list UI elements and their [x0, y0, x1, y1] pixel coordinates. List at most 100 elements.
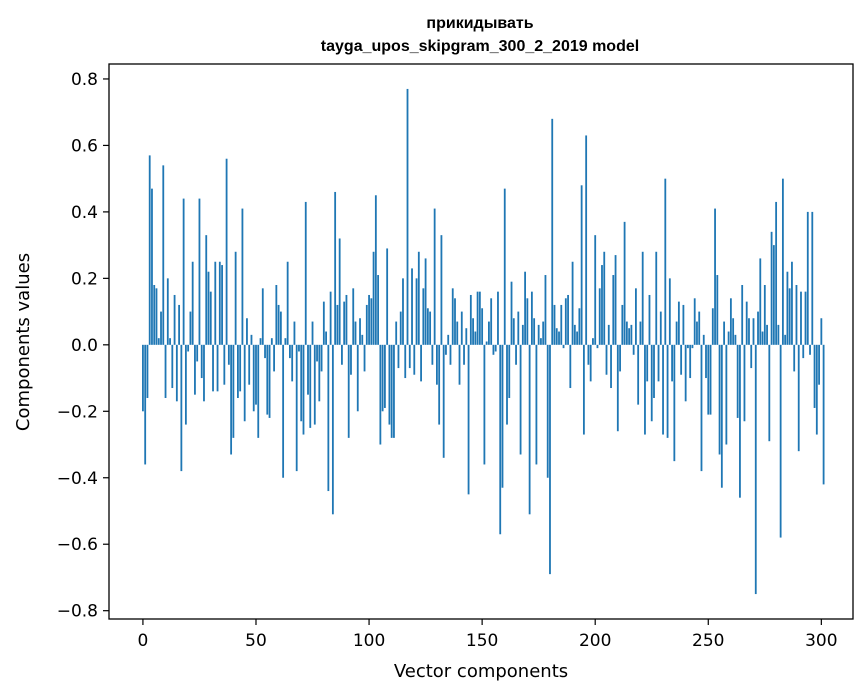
- bar: [687, 344, 689, 349]
- bar: [184, 344, 187, 425]
- x-tick-label: 250: [692, 631, 724, 651]
- bar: [791, 261, 793, 345]
- bar: [144, 344, 147, 465]
- bar: [456, 321, 459, 345]
- bar: [736, 344, 739, 418]
- bar: [377, 275, 380, 345]
- bar: [415, 278, 418, 345]
- bar: [494, 344, 497, 352]
- bar: [173, 294, 176, 345]
- bar: [221, 265, 223, 345]
- bar: [460, 311, 463, 345]
- bar: [429, 311, 432, 345]
- bar: [445, 344, 447, 355]
- bar: [363, 344, 366, 372]
- bar: [169, 338, 171, 345]
- bar: [750, 344, 753, 369]
- bar: [436, 344, 438, 385]
- bar: [616, 344, 619, 432]
- bar: [702, 334, 705, 345]
- bar: [406, 88, 409, 345]
- bar: [234, 251, 237, 345]
- bar: [160, 311, 162, 345]
- bar: [815, 344, 818, 435]
- bar: [295, 344, 298, 472]
- bar: [259, 338, 262, 345]
- bar: [151, 188, 153, 345]
- bar: [336, 304, 339, 345]
- y-tick-label: 0.8: [71, 70, 98, 90]
- bar: [146, 344, 149, 398]
- bar: [490, 298, 493, 345]
- bar: [309, 344, 312, 428]
- bar: [395, 321, 398, 345]
- bar: [318, 344, 321, 402]
- bar: [474, 331, 477, 345]
- bar: [714, 208, 716, 345]
- y-axis-label: Components values: [13, 253, 34, 431]
- bar: [763, 285, 766, 345]
- bar: [218, 261, 221, 345]
- bar: [501, 344, 504, 488]
- bar: [467, 344, 470, 495]
- bar: [524, 271, 526, 345]
- bar: [408, 344, 411, 369]
- bar: [264, 344, 266, 359]
- bar: [551, 118, 554, 345]
- chart-title-line-2: tayga_upos_skipgram_300_2_2019 model: [321, 38, 639, 55]
- bar: [343, 301, 346, 345]
- bar: [761, 331, 764, 345]
- bar: [770, 231, 773, 345]
- bar: [641, 251, 644, 345]
- bar: [707, 344, 710, 415]
- bar: [223, 344, 226, 385]
- bar: [759, 258, 762, 345]
- bar: [809, 344, 811, 355]
- bar: [209, 291, 212, 345]
- bar: [743, 344, 746, 422]
- bar: [754, 344, 757, 595]
- bar: [166, 278, 169, 345]
- bar: [232, 344, 235, 438]
- bar: [286, 261, 289, 345]
- bar: [372, 251, 375, 345]
- bar: [632, 344, 635, 355]
- bar: [320, 344, 323, 372]
- bar: [442, 344, 445, 458]
- bar: [322, 301, 325, 345]
- bar: [203, 344, 205, 402]
- bar: [390, 344, 393, 438]
- bar: [426, 308, 429, 345]
- bar: [388, 344, 391, 425]
- bar: [386, 248, 389, 345]
- bar: [463, 344, 465, 365]
- bar: [257, 344, 260, 438]
- bar: [775, 201, 778, 345]
- bar: [485, 341, 488, 345]
- bar: [472, 318, 474, 345]
- bar: [614, 255, 617, 345]
- bar: [246, 318, 248, 345]
- bar: [454, 298, 456, 345]
- bar: [768, 344, 771, 442]
- bar: [650, 344, 653, 422]
- bar: [325, 331, 327, 345]
- bar: [451, 288, 454, 345]
- bar: [275, 285, 278, 345]
- bar: [506, 344, 508, 425]
- bars-layer: [142, 88, 825, 595]
- bar: [469, 294, 472, 345]
- bar: [198, 198, 201, 345]
- bar: [230, 344, 233, 455]
- bar: [313, 344, 316, 425]
- bar: [680, 344, 683, 375]
- bar: [481, 308, 484, 345]
- bar: [619, 344, 621, 372]
- bar: [478, 291, 481, 345]
- bar: [187, 344, 190, 352]
- bar: [492, 344, 495, 355]
- bar: [540, 338, 542, 345]
- y-tick-label: 0.4: [71, 203, 98, 223]
- bar: [748, 318, 750, 345]
- x-tick-label: 150: [466, 631, 498, 651]
